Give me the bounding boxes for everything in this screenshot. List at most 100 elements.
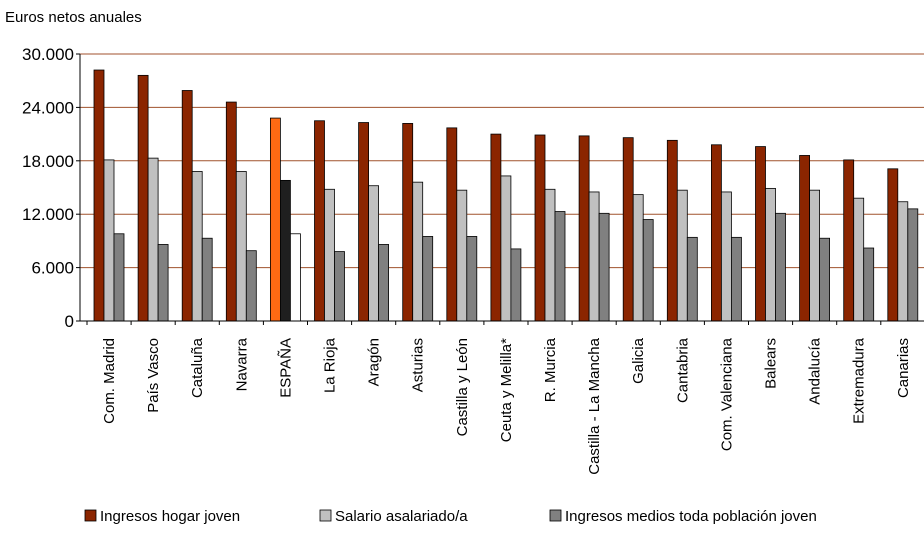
bar-salario-asalariado-a-andalucia — [809, 189, 820, 322]
bar-ingresos-hogar-joven-castilla-y-leon — [446, 127, 458, 322]
legend-label-ingresos-hogar-joven: Ingresos hogar joven — [100, 508, 240, 525]
bar-group-andalucia — [799, 155, 830, 322]
bar-ingresos-hogar-joven-extremadura — [843, 159, 855, 322]
bar-salario-asalariado-a-castilla-y-leon — [456, 189, 468, 322]
category-label-com-madrid: Com. Madrid — [101, 338, 118, 424]
category-label-pais-vasco: País Vasco — [145, 338, 162, 413]
category-label-canarias: Canarias — [895, 338, 912, 398]
bar-group-cantabria — [666, 139, 698, 322]
bar-salario-asalariado-a-galicia — [632, 194, 644, 322]
y-tick-label: 12.000 — [22, 205, 74, 224]
bar-salario-asalariado-a-ceuta-y-melilla — [500, 175, 512, 322]
bar-group-balears — [755, 146, 786, 322]
bar-salario-asalariado-a-aragon — [368, 185, 380, 322]
bar-salario-asalariado-a-pais-vasco — [147, 157, 159, 322]
bar-ingresos-medios-toda-poblacion-joven-la-rioja — [334, 251, 345, 322]
bar-ingresos-hogar-joven-balears — [755, 146, 766, 322]
bar-ingresos-hogar-joven-la-rioja — [314, 120, 325, 322]
legend-swatch-salario-asalariado-a — [319, 509, 332, 522]
category-label-castilla-y-leon: Castilla y León — [454, 338, 471, 436]
bar-group-aragon — [358, 122, 390, 322]
bar-ingresos-hogar-joven-cantabria — [666, 139, 678, 322]
bar-ingresos-hogar-joven-canarias — [887, 168, 899, 322]
bar-ingresos-medios-toda-poblacion-joven-canarias — [907, 208, 919, 322]
category-label-espana: ESPAÑA — [277, 338, 294, 398]
bar-ingresos-medios-toda-poblacion-joven-galicia — [642, 219, 654, 322]
bar-ingresos-hogar-joven-asturias — [402, 123, 414, 322]
bar-ingresos-medios-toda-poblacion-joven-extremadura — [863, 247, 875, 322]
category-label-navarra: Navarra — [233, 337, 250, 391]
category-label-andalucia: Andalucía — [807, 337, 824, 404]
category-label-la-rioja: La Rioja — [322, 337, 339, 393]
bar-ingresos-medios-toda-poblacion-joven-ceuta-y-melilla — [510, 248, 522, 322]
axes — [76, 53, 924, 325]
bar-group-asturias — [402, 123, 434, 322]
y-tick-label: 30.000 — [22, 45, 74, 64]
y-tick-label: 24.000 — [22, 98, 74, 117]
category-label-galicia: Galicia — [630, 337, 647, 384]
bar-salario-asalariado-a-cataluna — [191, 171, 203, 322]
y-tick-label: 0 — [65, 312, 74, 331]
bar-salario-asalariado-a-asturias — [412, 181, 424, 322]
bar-ingresos-hogar-joven-com-valenciana — [711, 144, 722, 322]
bar-salario-asalariado-a-cantabria — [676, 189, 688, 322]
y-tick-label: 18.000 — [22, 152, 74, 171]
bar-group-castilla-y-leon — [446, 127, 478, 322]
bar-salario-asalariado-a-canarias — [897, 201, 909, 322]
bar-group-navarra — [225, 101, 257, 322]
bar-group-pais-vasco — [137, 74, 169, 322]
bar-salario-asalariado-a-balears — [765, 187, 776, 322]
category-label-castilla-la-mancha: Castilla - La Mancha — [586, 337, 603, 474]
legend-swatch-ingresos-medios-toda-poblacion-joven — [549, 509, 562, 522]
bar-ingresos-medios-toda-poblacion-joven-balears — [775, 212, 786, 322]
bar-group-extremadura — [843, 159, 875, 322]
bar-ingresos-medios-toda-poblacion-joven-asturias — [422, 236, 434, 322]
bar-group-espana — [269, 117, 301, 322]
bar-ingresos-hogar-joven-espana — [269, 117, 281, 322]
bar-group-com-valenciana — [711, 144, 742, 322]
bar-group-r-murcia — [534, 134, 566, 322]
bar-group-ceuta-y-melilla — [490, 133, 522, 322]
legend-label-ingresos-medios-toda-poblacion-joven: Ingresos medios toda población joven — [565, 508, 817, 525]
bar-salario-asalariado-a-extremadura — [853, 197, 865, 322]
y-tick-label: 6.000 — [31, 259, 74, 278]
bar-ingresos-medios-toda-poblacion-joven-r-murcia — [554, 211, 566, 322]
bar-group-la-rioja — [314, 120, 345, 322]
category-label-cataluna: Cataluña — [189, 337, 206, 398]
bar-ingresos-hogar-joven-aragon — [358, 122, 370, 322]
bar-ingresos-hogar-joven-andalucia — [799, 155, 810, 322]
category-label-aragon: Aragón — [366, 338, 383, 386]
bars — [93, 69, 919, 322]
bar-ingresos-hogar-joven-cataluna — [181, 90, 193, 322]
x-axis-labels: Com. Madrid País Vasco Cataluña Navarra ESPA… — [101, 337, 912, 474]
y-axis-ticks: 0 6.000 12.000 18.000 24.000 30.000 — [22, 45, 74, 331]
category-label-com-valenciana: Com. Valenciana — [718, 337, 735, 451]
category-label-asturias: Asturias — [410, 338, 427, 392]
bar-ingresos-medios-toda-poblacion-joven-espana — [289, 233, 301, 322]
bar-salario-asalariado-a-espana — [279, 179, 291, 322]
bar-group-canarias — [887, 168, 919, 322]
bar-ingresos-medios-toda-poblacion-joven-castilla-y-leon — [466, 236, 478, 322]
bar-salario-asalariado-a-castilla-la-mancha — [588, 191, 600, 322]
bar-salario-asalariado-a-com-valenciana — [721, 191, 732, 322]
category-label-r-murcia: R. Murcia — [542, 337, 559, 402]
bar-ingresos-medios-toda-poblacion-joven-aragon — [378, 244, 390, 322]
bar-ingresos-medios-toda-poblacion-joven-cantabria — [686, 236, 698, 322]
category-label-ceuta-y-melilla: Ceuta y Melilla* — [498, 338, 515, 442]
category-label-balears: Balears — [763, 338, 780, 389]
bar-ingresos-medios-toda-poblacion-joven-cataluna — [201, 237, 213, 322]
bar-ingresos-hogar-joven-com-madrid — [93, 69, 105, 322]
bar-ingresos-hogar-joven-ceuta-y-melilla — [490, 133, 502, 322]
bar-salario-asalariado-a-com-madrid — [103, 159, 115, 322]
category-label-extremadura: Extremadura — [851, 337, 868, 424]
bar-ingresos-medios-toda-poblacion-joven-com-madrid — [113, 233, 125, 322]
bar-group-castilla-la-mancha — [578, 135, 610, 322]
bar-ingresos-hogar-joven-castilla-la-mancha — [578, 135, 590, 322]
bar-ingresos-hogar-joven-navarra — [225, 101, 237, 322]
bar-ingresos-hogar-joven-r-murcia — [534, 134, 546, 322]
category-label-cantabria: Cantabria — [674, 337, 691, 403]
bar-salario-asalariado-a-navarra — [235, 171, 247, 322]
bar-ingresos-medios-toda-poblacion-joven-castilla-la-mancha — [598, 212, 610, 322]
